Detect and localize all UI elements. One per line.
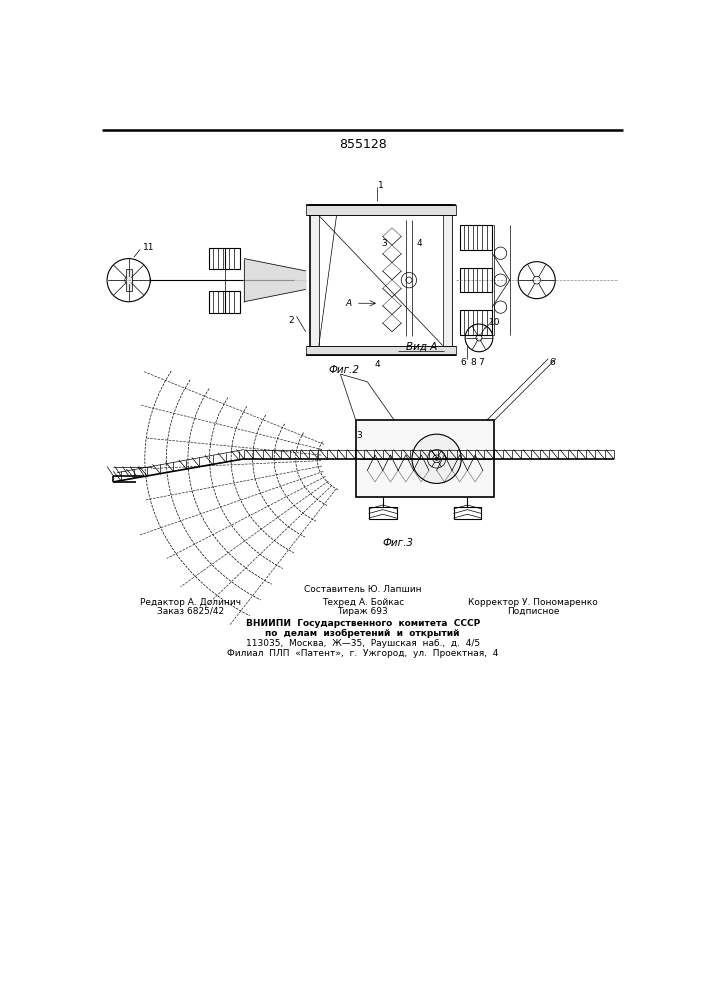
Polygon shape [244,259,305,302]
Text: Составитель Ю. Лапшин: Составитель Ю. Лапшин [304,585,421,594]
Text: Редактор А. Долинич: Редактор А. Долинич [140,598,241,607]
Text: 113035,  Москва,  Ж—35,  Раушская  наб.,  д.  4/5: 113035, Москва, Ж—35, Раушская наб., д. … [245,639,480,648]
Text: Корректор У. Пономаренко: Корректор У. Пономаренко [468,598,597,607]
Text: 855128: 855128 [339,138,387,151]
Bar [356,420,494,497]
Text: 1: 1 [378,181,384,190]
Text: Подписное: Подписное [507,607,559,616]
Text: Фиг.2: Фиг.2 [329,365,360,375]
Text: ВНИИПИ  Государственного  комитета  СССР: ВНИИПИ Государственного комитета СССР [245,619,480,628]
Text: Заказ 6825/42: Заказ 6825/42 [157,607,224,616]
Text: 6: 6 [460,358,466,367]
Text: 10: 10 [489,318,500,327]
Circle shape [412,434,461,483]
Bar [369,507,397,519]
Bar [209,248,240,269]
Bar [310,205,452,355]
Circle shape [435,457,438,460]
Text: 8: 8 [471,358,477,367]
Bar [305,205,456,215]
Text: А: А [346,299,352,308]
Text: 2: 2 [288,316,294,325]
Text: 3: 3 [357,431,363,440]
Text: Тираж 693: Тираж 693 [337,607,388,616]
Text: 11: 11 [143,243,154,252]
Text: Техред А. Бойкас: Техред А. Бойкас [322,598,404,607]
Bar [126,269,132,291]
Text: Филиал  ПЛП  «Патент»,  г.  Ужгород,  ул.  Проектная,  4: Филиал ПЛП «Патент», г. Ужгород, ул. Про… [227,649,498,658]
Bar [209,291,240,312]
Bar [454,507,481,519]
Text: 6: 6 [549,358,555,367]
Bar [460,310,492,335]
Text: 4: 4 [375,360,380,369]
Bar [305,346,456,355]
Bar [460,268,492,292]
Text: 4: 4 [417,239,423,248]
Bar [310,215,319,346]
Text: Вид А: Вид А [406,342,437,352]
Text: Фиг.3: Фиг.3 [382,538,414,548]
Bar [443,215,452,346]
Text: 7: 7 [479,358,484,367]
Text: 3: 3 [381,239,387,248]
Text: по  делам  изобретений  и  открытий: по делам изобретений и открытий [265,629,460,638]
Bar [460,225,492,250]
